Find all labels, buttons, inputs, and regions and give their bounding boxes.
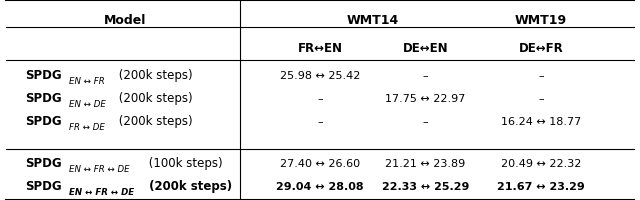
Text: WMT19: WMT19 — [515, 15, 567, 27]
Text: DE↔EN: DE↔EN — [403, 42, 449, 54]
Text: –: – — [423, 117, 428, 127]
Text: (200k steps): (200k steps) — [115, 115, 193, 128]
Text: EN ↔ FR ↔ DE: EN ↔ FR ↔ DE — [69, 165, 130, 174]
Text: WMT14: WMT14 — [347, 15, 399, 27]
Text: EN ↔ DE: EN ↔ DE — [69, 100, 106, 109]
Text: 21.21 ↔ 23.89: 21.21 ↔ 23.89 — [385, 159, 466, 169]
Text: 27.40 ↔ 26.60: 27.40 ↔ 26.60 — [280, 159, 360, 169]
Text: 16.24 ↔ 18.77: 16.24 ↔ 18.77 — [500, 117, 581, 127]
Text: SPDG: SPDG — [26, 115, 62, 128]
Text: SPDG: SPDG — [26, 69, 62, 82]
Text: FR↔EN: FR↔EN — [298, 42, 342, 54]
Text: Model: Model — [104, 15, 146, 27]
Text: –: – — [317, 117, 323, 127]
Text: (200k steps): (200k steps) — [145, 180, 232, 193]
Text: (200k steps): (200k steps) — [115, 69, 193, 82]
Text: 20.49 ↔ 22.32: 20.49 ↔ 22.32 — [500, 159, 581, 169]
Text: 21.67 ↔ 23.29: 21.67 ↔ 23.29 — [497, 182, 585, 192]
Text: –: – — [317, 94, 323, 104]
Text: FR ↔ DE: FR ↔ DE — [69, 123, 105, 132]
Text: (200k steps): (200k steps) — [115, 92, 193, 105]
Text: 17.75 ↔ 22.97: 17.75 ↔ 22.97 — [385, 94, 466, 104]
Text: 25.98 ↔ 25.42: 25.98 ↔ 25.42 — [280, 71, 360, 81]
Text: –: – — [423, 71, 428, 81]
Text: SPDG: SPDG — [26, 157, 62, 170]
Text: SPDG: SPDG — [26, 180, 62, 193]
Text: 22.33 ↔ 25.29: 22.33 ↔ 25.29 — [382, 182, 469, 192]
Text: 29.04 ↔ 28.08: 29.04 ↔ 28.08 — [276, 182, 364, 192]
Text: –: – — [538, 94, 543, 104]
Text: SPDG: SPDG — [26, 92, 62, 105]
Text: EN ↔ FR ↔ DE: EN ↔ FR ↔ DE — [69, 188, 134, 197]
Text: EN ↔ FR: EN ↔ FR — [69, 77, 105, 86]
Text: –: – — [538, 71, 543, 81]
Text: DE↔FR: DE↔FR — [518, 42, 563, 54]
Text: (100k steps): (100k steps) — [145, 157, 223, 170]
